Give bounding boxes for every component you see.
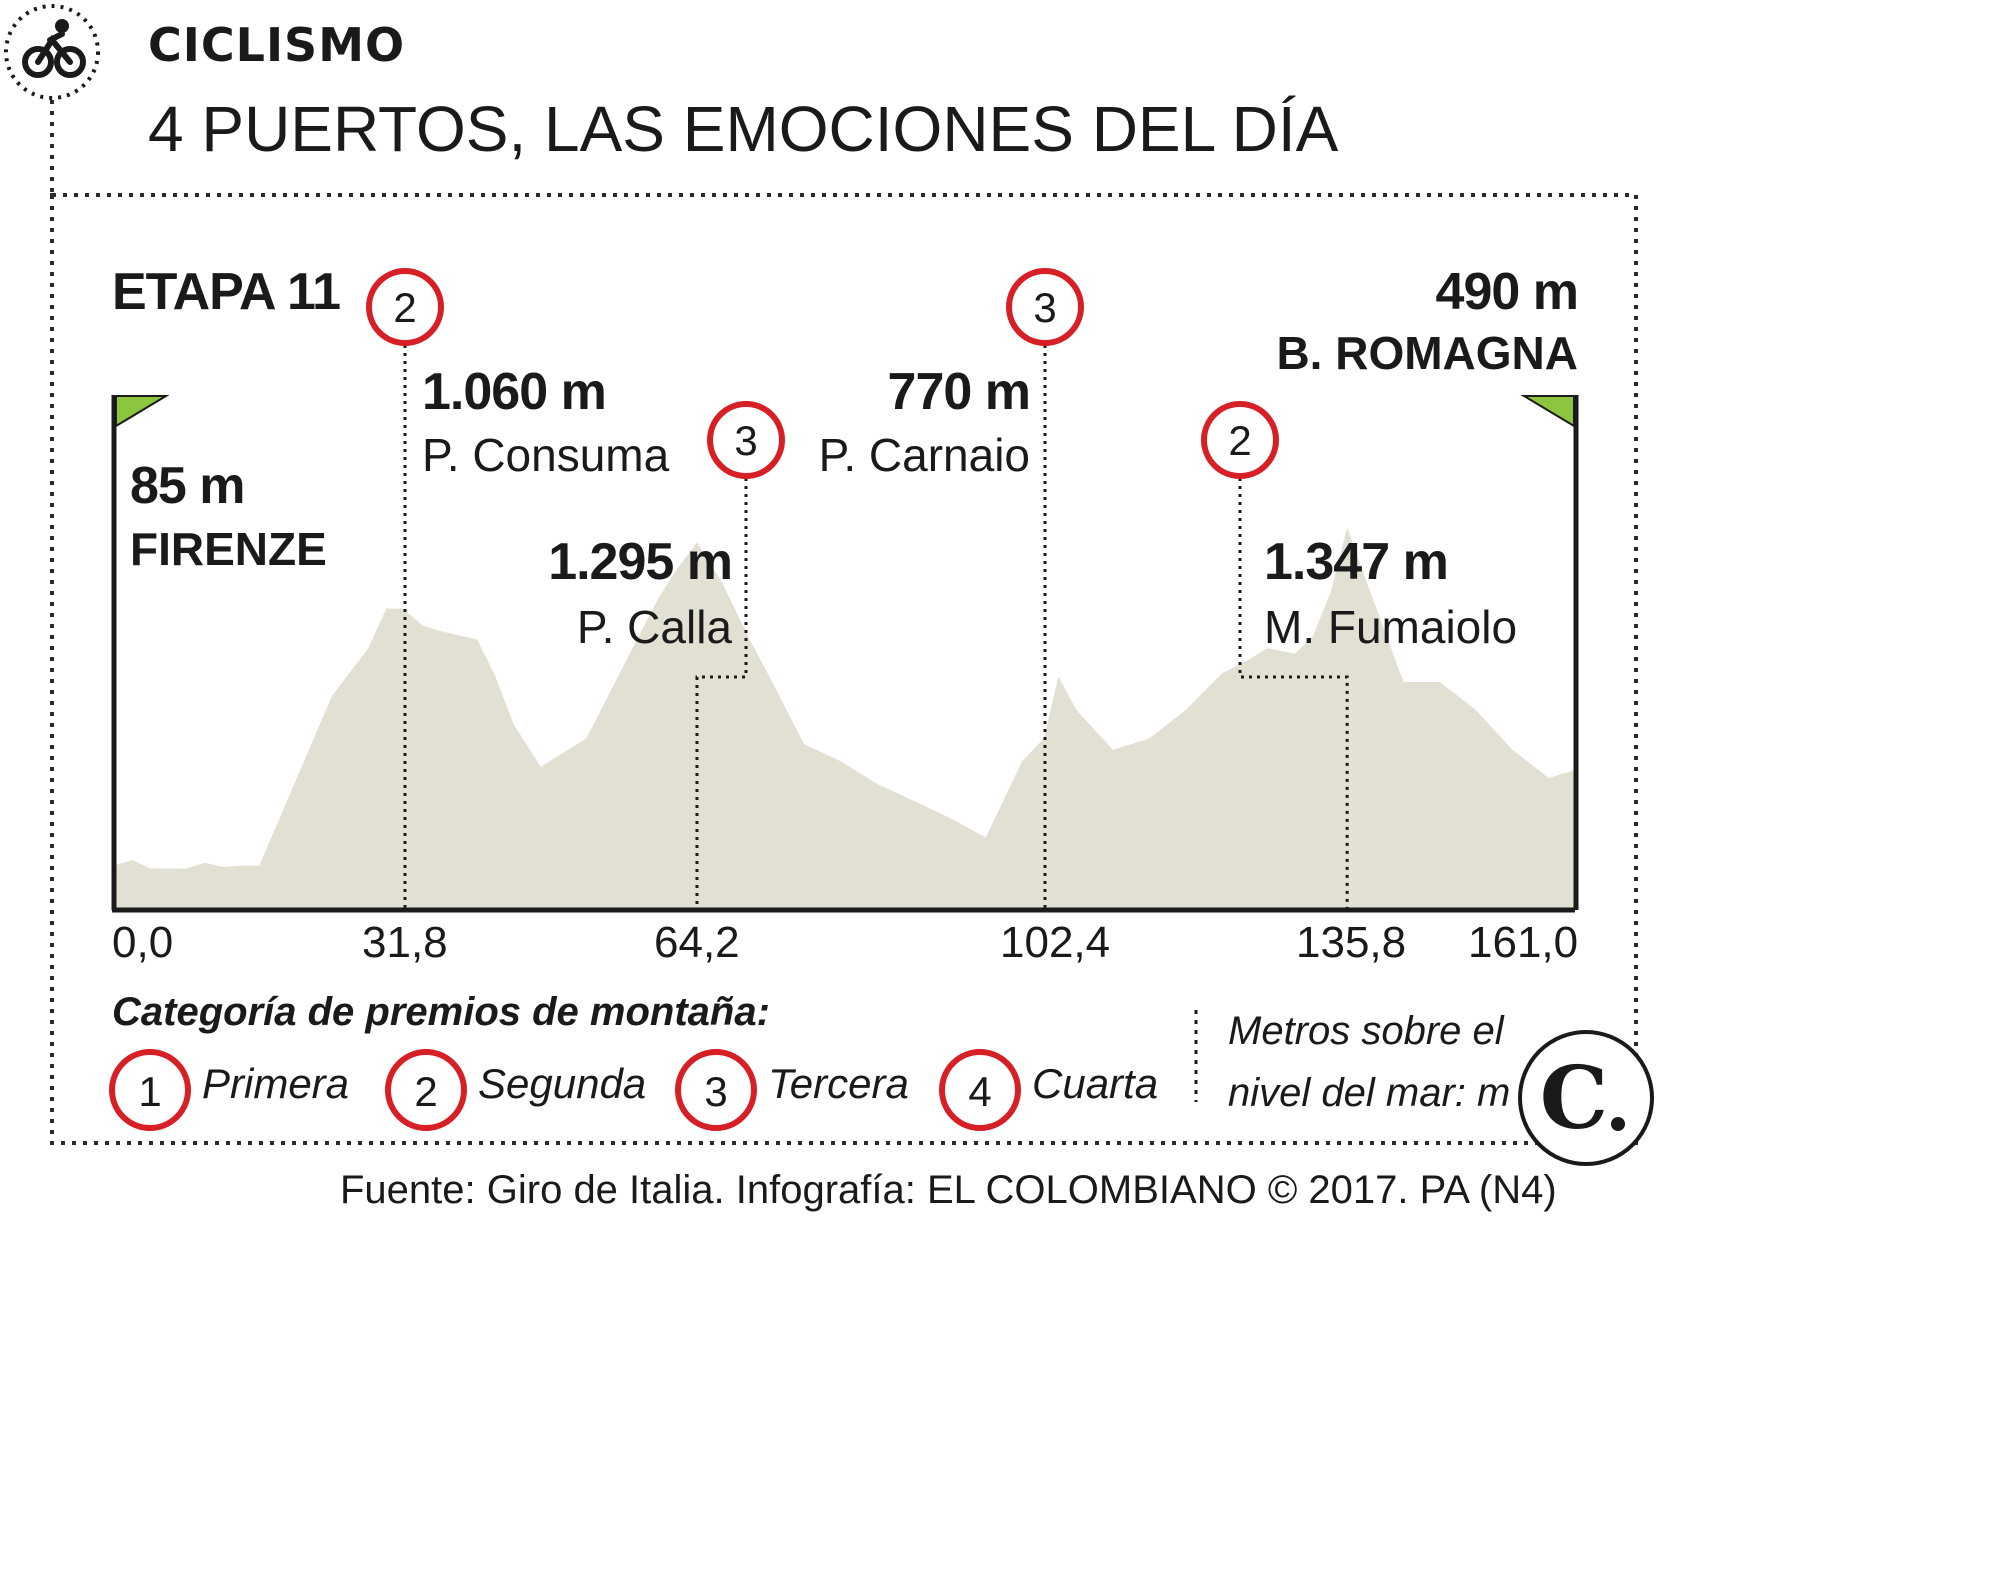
- cyclist-icon: [4, 4, 100, 100]
- legend-label-tercera: Tercera: [768, 1060, 909, 1107]
- climb-altitude-consuma: 1.060 m: [422, 363, 607, 421]
- climb-category-badge: [707, 401, 785, 479]
- legend-category-badge: [675, 1049, 757, 1131]
- finish-altitude: 490 m: [1435, 263, 1579, 321]
- legend-category-number: 3: [704, 1068, 727, 1115]
- legend-category-badge: [939, 1049, 1021, 1131]
- legend-label-cuarta: Cuarta: [1032, 1060, 1159, 1107]
- climb-markers: 2 3 3 2: [366, 268, 1349, 908]
- climb-category-badge: [1201, 401, 1279, 479]
- legend-category-number: 2: [414, 1068, 437, 1115]
- climb-altitude-fumaiolo: 1.347 m: [1264, 533, 1449, 591]
- x-tick-label: 0,0: [112, 918, 174, 967]
- legend-category-number: 1: [138, 1068, 161, 1115]
- finish-name: B. ROMAGNA: [1276, 327, 1578, 379]
- x-tick-label: 64,2: [654, 918, 740, 967]
- el-colombiano-logo: C: [1518, 1030, 1654, 1166]
- source-credit: Fuente: Giro de Italia. Infografía: EL C…: [340, 1168, 1557, 1212]
- unit-note-line-2: nivel del mar: m: [1228, 1071, 1511, 1115]
- climb-category-number: 3: [1033, 284, 1056, 331]
- start-name: FIRENZE: [130, 523, 327, 575]
- x-tick-label: 161,0: [1468, 918, 1579, 967]
- unit-note: Metros sobre el nivel del mar: m: [1228, 1000, 1510, 1124]
- climb-category-number: 2: [393, 284, 416, 331]
- chart-frame: [50, 193, 1638, 1145]
- climb-category-number: 2: [1228, 417, 1251, 464]
- legend-category-number: 4: [968, 1068, 991, 1115]
- page-title: 4 PUERTOS, LAS EMOCIONES DEL DÍA: [148, 93, 1339, 165]
- x-tick-label: 135,8: [1296, 918, 1407, 967]
- climb-name-consuma: P. Consuma: [422, 429, 670, 481]
- legend-label-primera: Primera: [202, 1060, 350, 1107]
- legend-label-segunda: Segunda: [478, 1060, 647, 1107]
- start-altitude: 85 m: [130, 457, 246, 515]
- stage-title: ETAPA 11: [112, 263, 341, 321]
- section-label: CICLISMO: [148, 18, 406, 72]
- climb-category-badge: [366, 268, 444, 346]
- start-flag-icon: [115, 395, 170, 428]
- climb-category-number: 3: [734, 417, 757, 464]
- climb-altitude-carnaio: 770 m: [887, 363, 1031, 421]
- climb-name-carnaio: P. Carnaio: [818, 429, 1030, 481]
- finish-flag-icon: [1520, 395, 1575, 428]
- legend-category-badge: [109, 1049, 191, 1131]
- legend-title: Categoría de premios de montaña:: [112, 990, 770, 1034]
- climb-name-fumaiolo: M. Fumaiolo: [1264, 601, 1518, 653]
- legend: 1 2 3 4: [109, 1049, 1021, 1131]
- legend-category-badge: [385, 1049, 467, 1131]
- svg-text:C: C: [1540, 1048, 1608, 1149]
- elevation-profile-area: [114, 527, 1576, 908]
- x-tick-label: 102,4: [1000, 918, 1111, 967]
- climb-category-badge: [1006, 268, 1084, 346]
- climb-altitude-calla: 1.295 m: [548, 533, 733, 591]
- climb-name-calla: P. Calla: [576, 601, 732, 653]
- x-tick-label: 31,8: [362, 918, 448, 967]
- unit-note-line-1: Metros sobre el: [1228, 1009, 1504, 1053]
